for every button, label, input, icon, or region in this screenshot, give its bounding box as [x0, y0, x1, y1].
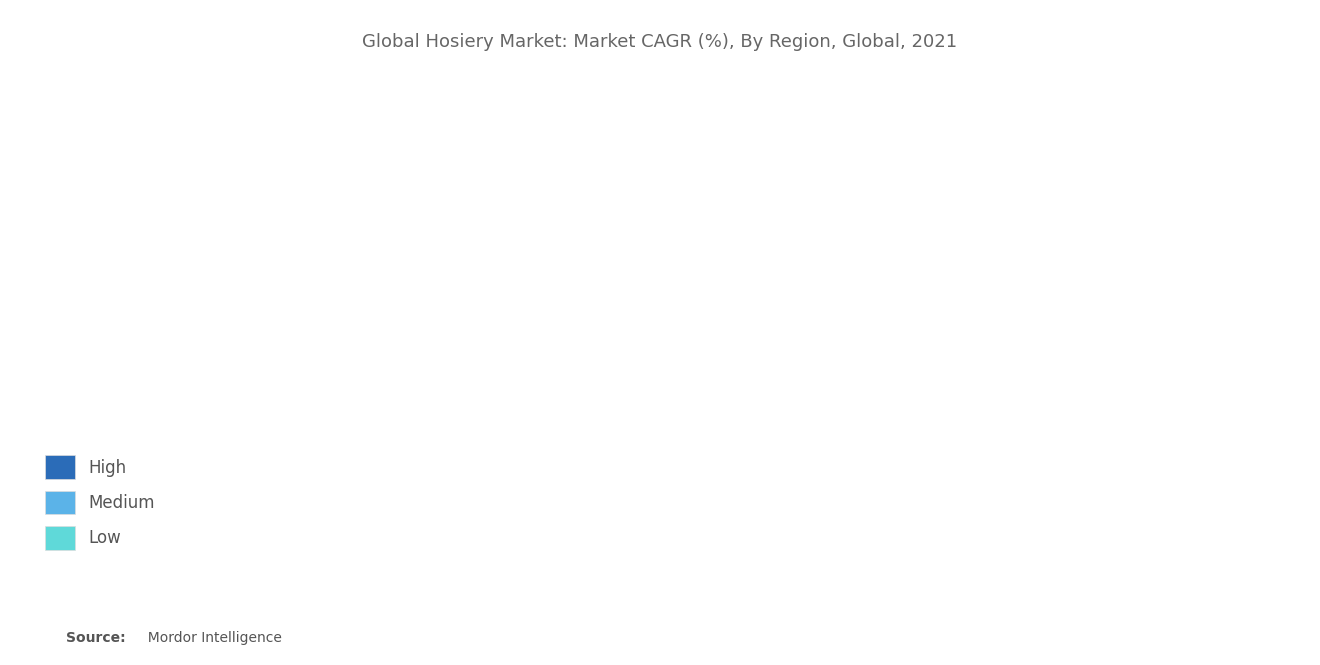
Text: Mordor Intelligence: Mordor Intelligence — [139, 631, 281, 645]
Polygon shape — [1179, 616, 1217, 651]
Legend: High, Medium, Low: High, Medium, Low — [36, 447, 162, 558]
Text: Source:: Source: — [66, 631, 125, 645]
Text: Global Hosiery Market: Market CAGR (%), By Region, Global, 2021: Global Hosiery Market: Market CAGR (%), … — [363, 33, 957, 51]
